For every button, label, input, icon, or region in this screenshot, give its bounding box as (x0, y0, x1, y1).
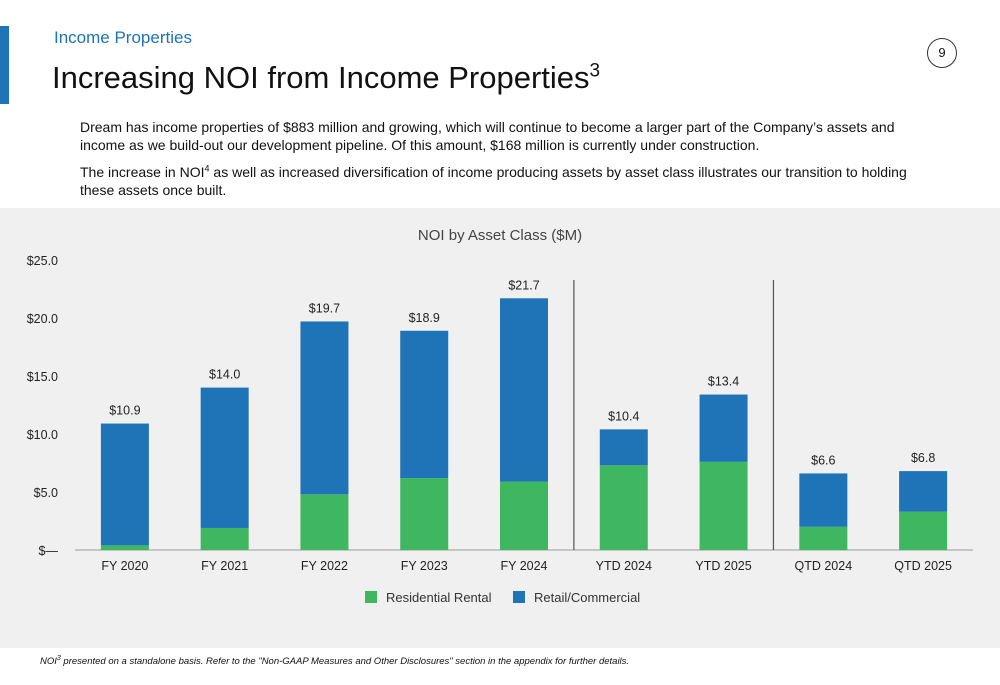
bar-segment-residential (500, 481, 548, 550)
legend-label-retail: Retail/Commercial (534, 590, 640, 605)
bar-segment-retail (599, 429, 648, 466)
y-tick-label: $20.0 (27, 312, 58, 326)
bar-total-label: $6.8 (911, 451, 935, 465)
bar-segment-residential (400, 478, 449, 550)
page-title-text: Increasing NOI from Income Properties (52, 60, 590, 95)
noi-paragraph-start: The increase in NOI (80, 164, 205, 180)
bar-segment-retail (899, 471, 948, 512)
chart-title: NOI by Asset Class ($M) (418, 227, 582, 244)
page-title: Increasing NOI from Income Properties3 (52, 60, 600, 96)
noi-paragraph-end: as well as increased diversification of … (80, 164, 907, 198)
x-tick-label: FY 2020 (101, 559, 148, 573)
bar-total-label: $6.6 (811, 453, 835, 467)
x-tick-label: FY 2022 (301, 559, 348, 573)
legend-label-residential: Residential Rental (386, 590, 492, 605)
y-tick-label: $25.0 (27, 254, 58, 268)
page-title-superscript: 3 (589, 60, 601, 82)
bar-total-label: $13.4 (708, 375, 739, 389)
accent-bar (0, 26, 9, 104)
legend-swatch-retail (513, 591, 525, 603)
x-tick-label: YTD 2024 (596, 559, 652, 573)
bar-segment-residential (799, 526, 848, 550)
x-tick-label: FY 2024 (500, 559, 547, 573)
bar-segment-residential (599, 465, 648, 550)
x-tick-label: QTD 2024 (794, 559, 852, 573)
bar-segment-residential (300, 494, 349, 550)
bar-total-label: $10.9 (109, 404, 140, 418)
bar-segment-residential (699, 461, 748, 550)
section-label: Income Properties (54, 28, 192, 47)
footnote-text: presented on a standalone basis. Refer t… (60, 656, 630, 667)
legend-swatch-residential (365, 591, 377, 603)
bar-segment-residential (100, 545, 149, 550)
footnote-superscript: 3 (56, 654, 61, 662)
x-tick-label: YTD 2025 (695, 559, 751, 573)
bar-segment-retail (799, 473, 848, 527)
intro-paragraph: Dream has income properties of $883 mill… (80, 119, 895, 153)
noi-chart: NOI by Asset Class ($M) $— $5.0 $10.0 $15.0 $… (27, 227, 973, 605)
y-tick-label: $5.0 (34, 486, 58, 500)
noi-paragraph-superscript: 4 (204, 163, 210, 174)
bar-total-label: $14.0 (209, 368, 240, 382)
y-tick-label: $10.0 (27, 428, 58, 442)
bar-segment-retail (400, 330, 449, 479)
x-tick-label: QTD 2025 (894, 559, 952, 573)
footnote-prefix: NOI (40, 656, 57, 667)
x-tick-label: FY 2023 (401, 559, 448, 573)
x-tick-label: FY 2021 (201, 559, 248, 573)
bar-segment-residential (200, 527, 249, 550)
bar-segment-retail (699, 394, 748, 462)
bar-total-label: $10.4 (608, 409, 639, 423)
bar-segment-retail (500, 298, 548, 482)
y-tick-label: $— (39, 544, 59, 558)
bar-segment-residential (899, 511, 948, 550)
bar-total-label: $19.7 (309, 301, 340, 315)
noi-paragraph: The increase in NOI4 as well as increase… (80, 163, 920, 199)
y-tick-label: $15.0 (27, 370, 58, 384)
bar-segment-retail (300, 321, 349, 495)
page-number: 9 (927, 38, 957, 68)
bar-total-label: $18.9 (409, 311, 440, 325)
bar-segment-retail (200, 387, 249, 528)
bar-segment-retail (100, 423, 149, 546)
footnote: NOI3 presented on a standalone basis. Re… (40, 654, 630, 667)
bar-total-label: $21.7 (508, 278, 539, 292)
chart-panel: NOI by Asset Class ($M) $— $5.0 $10.0 $15.0 $… (0, 208, 1000, 648)
